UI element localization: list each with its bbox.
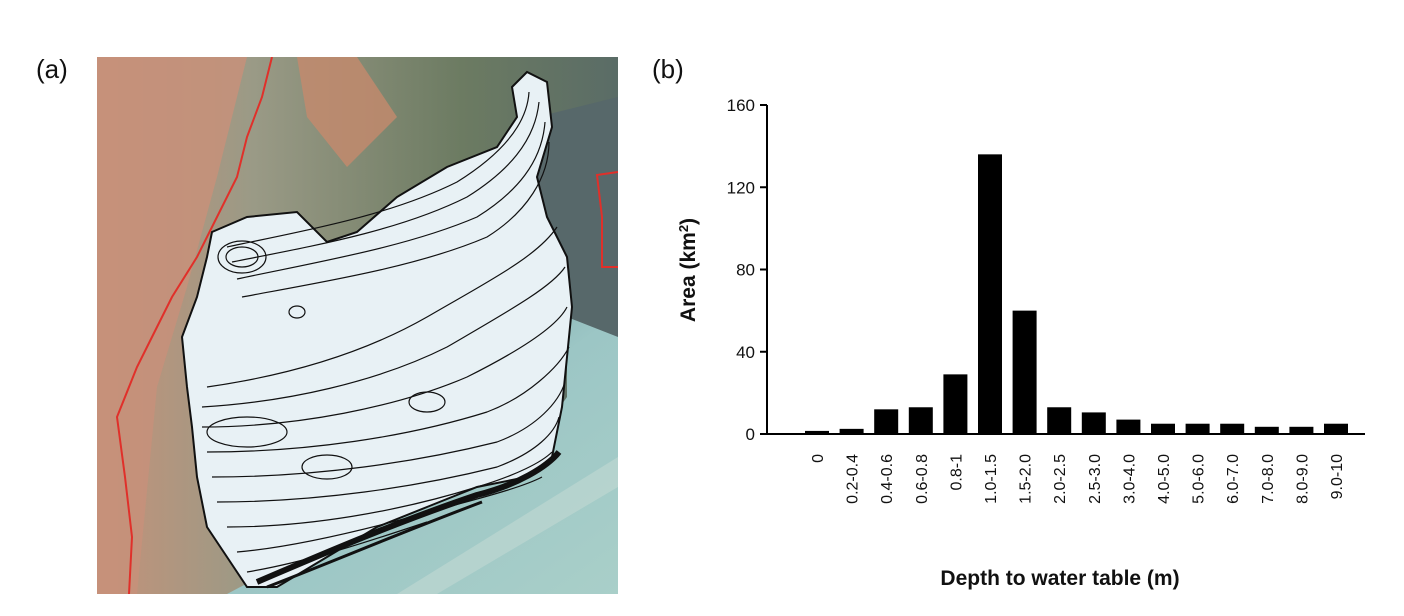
bar [1254, 426, 1279, 434]
boundary-line-left [115, 57, 273, 594]
y-axis-title-main: Area (km [677, 232, 700, 322]
panel-a-label: (a) [36, 54, 68, 84]
x-tick-label: 0 [810, 454, 827, 463]
x-axis-title: Depth to water table (m) [940, 567, 1179, 590]
x-axis: 0 0.2-0.4 0.4-0.6 0.6-0.8 0.8-1 1.0-1.5 1.5-2.… [767, 433, 1365, 504]
map-svg [97, 57, 618, 594]
x-tick-label: 8.0-9.0 [1294, 454, 1311, 504]
y-tick-label: 0 [746, 425, 755, 444]
x-tick-label: 6.0-7.0 [1225, 454, 1242, 504]
bar [1047, 407, 1072, 434]
bar [943, 374, 968, 434]
dense-contour-band-2 [266, 500, 483, 589]
bar [1220, 423, 1245, 434]
bar [874, 409, 899, 434]
bar [1324, 423, 1348, 434]
x-tick-label: 0.6-0.8 [914, 454, 931, 504]
bar [1289, 426, 1314, 434]
boundary-line-right [595, 171, 618, 268]
panel-b-label: (b) [652, 54, 684, 84]
bar [908, 407, 933, 434]
chart-svg: 0 40 80 120 160 0 0.2-0.4 0.4-0.6 0.6-0.8 0.8-1 1… [676, 96, 1365, 590]
satellite-contour-map [97, 57, 618, 594]
x-tick-label: 5.0-6.0 [1191, 454, 1208, 504]
bar [1151, 423, 1175, 434]
y-tick-label: 160 [727, 96, 755, 115]
bar [1116, 419, 1141, 434]
x-tick-label: 7.0-8.0 [1260, 454, 1277, 504]
x-tick-label: 0.4-0.6 [879, 454, 896, 504]
y-axis-title-close: ) [677, 218, 700, 225]
y-axis-title: Area (km2) [676, 218, 701, 322]
y-tick-label: 120 [727, 178, 755, 197]
x-tick-label: 1.0-1.5 [983, 454, 1000, 504]
red-peak [297, 57, 397, 167]
bar [1012, 310, 1037, 434]
y-tick-label: 80 [736, 261, 755, 280]
x-tick-label: 2.0-2.5 [1052, 454, 1069, 504]
x-tick-label: 4.0-5.0 [1156, 454, 1173, 504]
bar-chart: 0 40 80 120 160 0 0.2-0.4 0.4-0.6 0.6-0.8 0.8-1 1… [660, 90, 1390, 600]
x-tick-label: 3.0-4.0 [1121, 454, 1138, 504]
sea-streak [397, 457, 618, 594]
red-terrain [97, 57, 247, 594]
x-tick-label: 0.8-1 [948, 454, 965, 491]
y-axis: 0 40 80 120 160 [727, 96, 768, 444]
x-tick-label: 0.2-0.4 [845, 454, 862, 504]
bar [978, 154, 1002, 434]
x-tick-label: 9.0-10 [1329, 454, 1346, 499]
dense-contour-band [255, 450, 562, 585]
bar [1185, 423, 1210, 434]
x-tick-label: 2.5-3.0 [1087, 454, 1104, 504]
bar [1081, 412, 1106, 434]
bars [805, 154, 1348, 434]
y-tick-label: 40 [736, 343, 755, 362]
bar [805, 430, 829, 434]
y-axis-title-sup: 2 [676, 225, 691, 232]
bar [839, 428, 864, 434]
x-tick-label: 1.5-2.0 [1018, 454, 1035, 504]
